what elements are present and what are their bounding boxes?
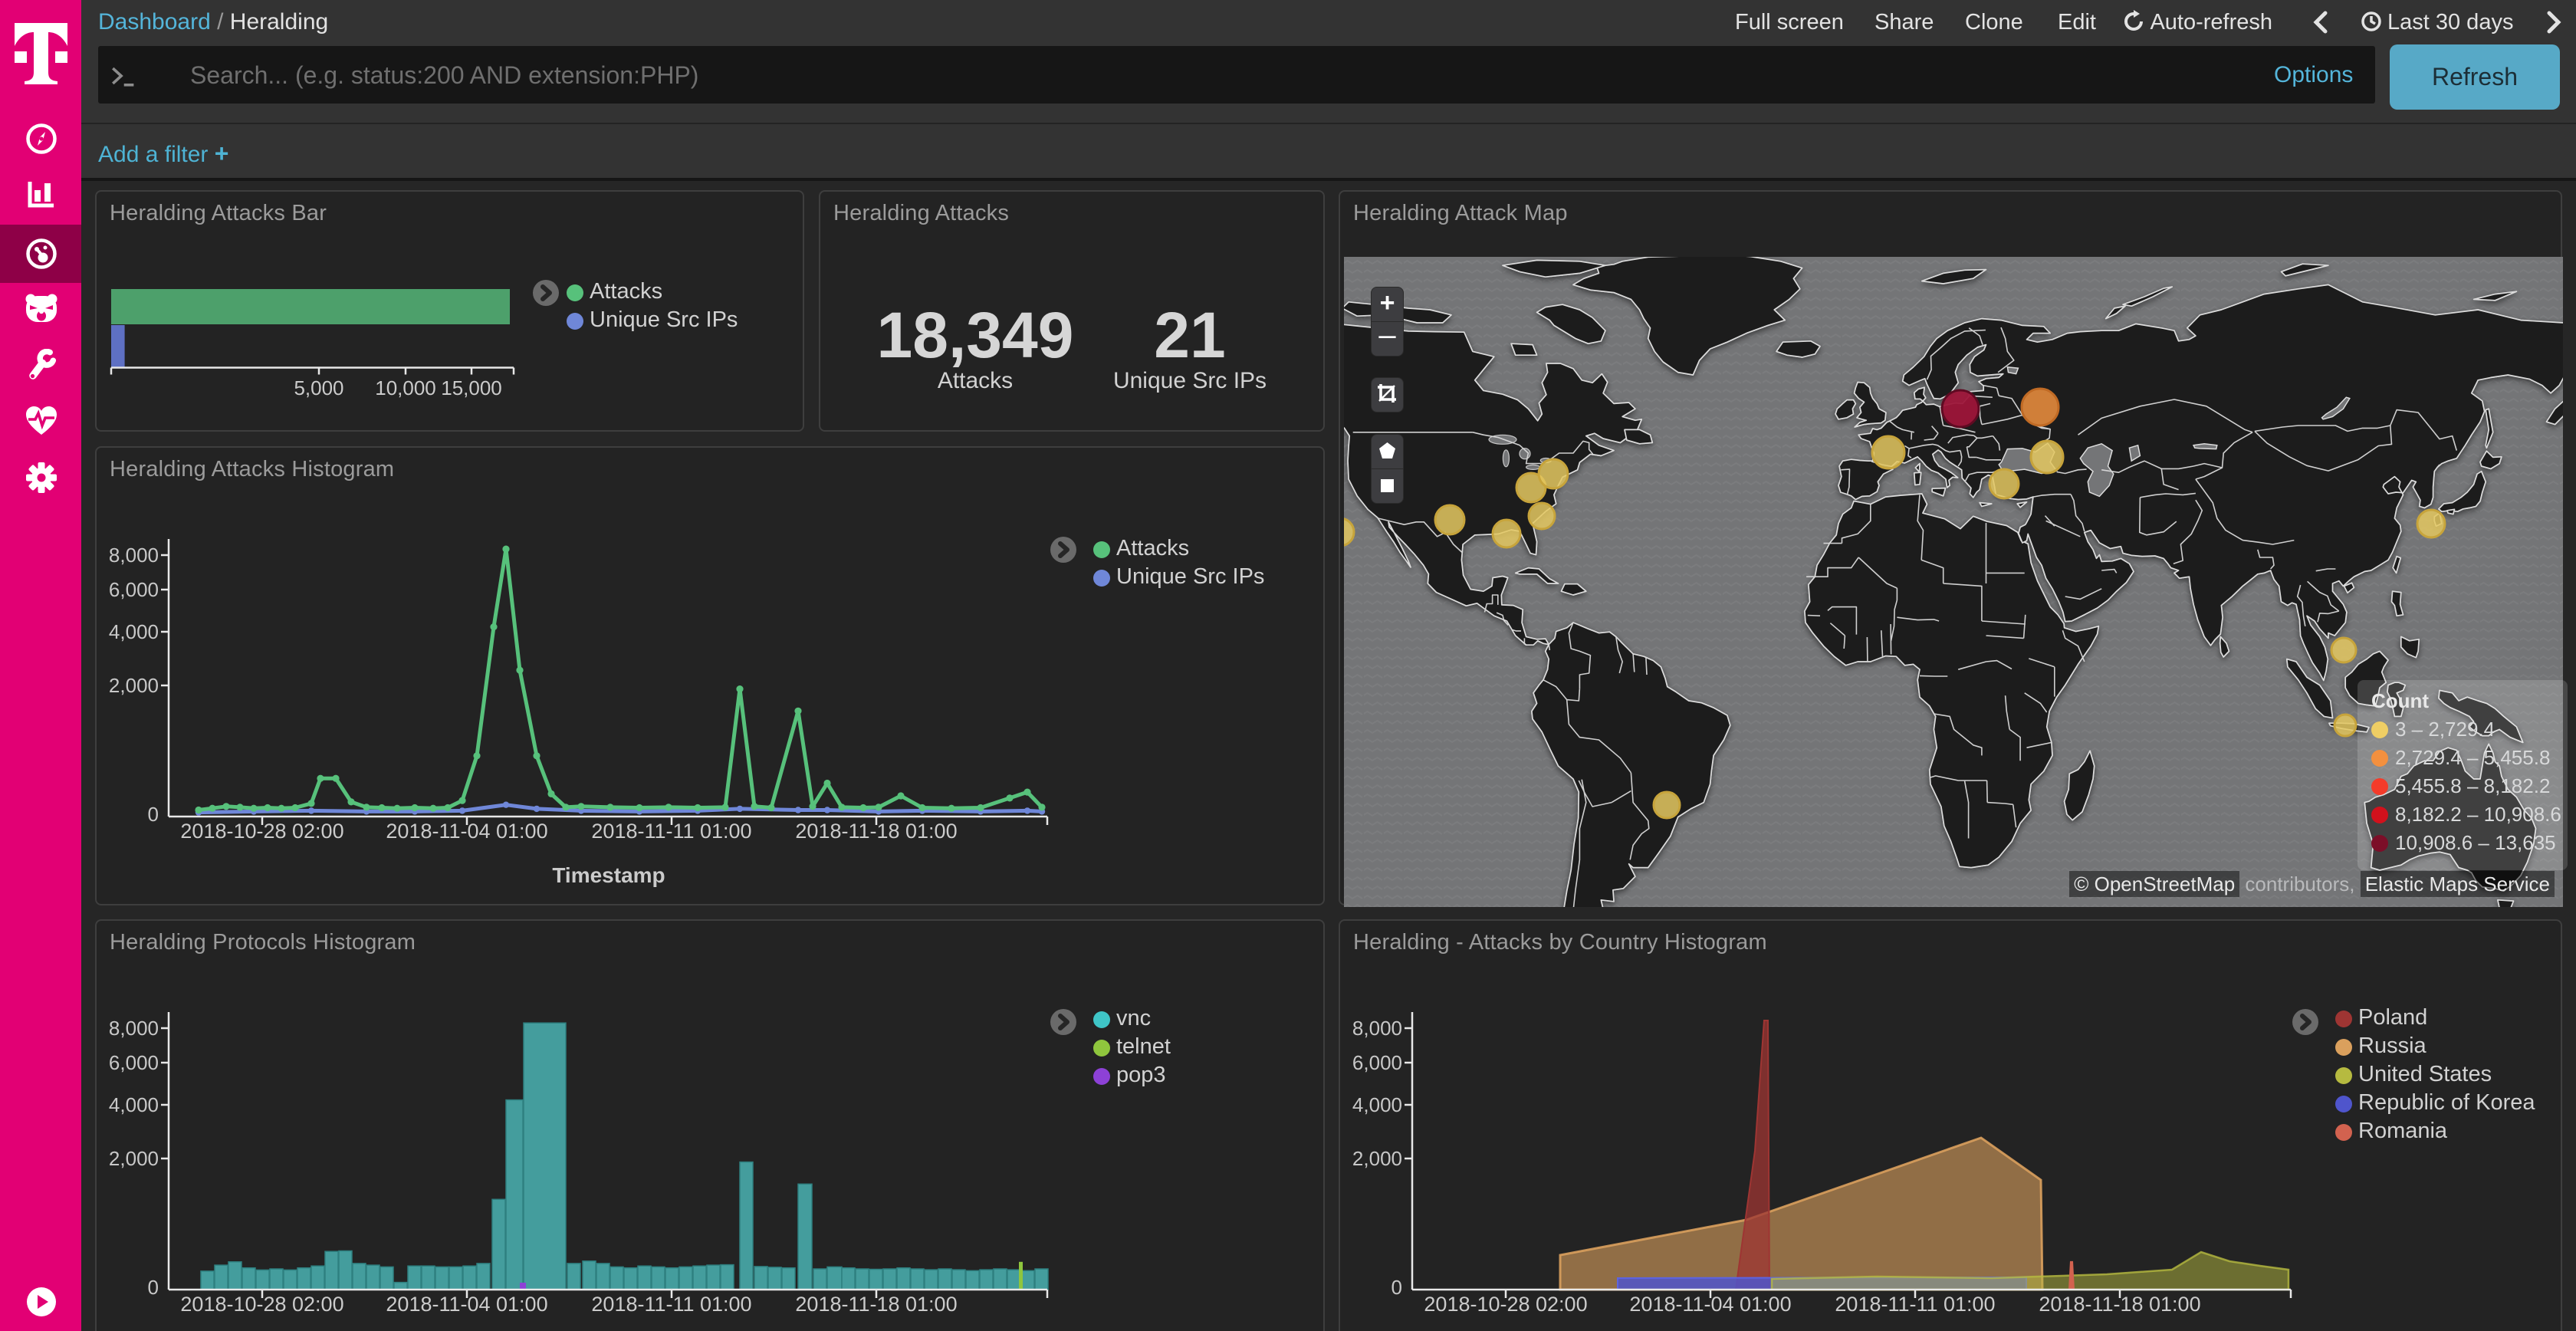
svg-text:0: 0 bbox=[148, 1276, 159, 1299]
svg-text:2,000: 2,000 bbox=[1352, 1147, 1402, 1170]
svg-text:Timestamp: Timestamp bbox=[1796, 1328, 1908, 1331]
svg-text:2018-11-04 01:00: 2018-11-04 01:00 bbox=[386, 820, 547, 843]
svg-text:5,000: 5,000 bbox=[294, 376, 343, 399]
svg-text:2018-10-28 02:00: 2018-10-28 02:00 bbox=[180, 820, 343, 843]
svg-text:2018-11-11 01:00: 2018-11-11 01:00 bbox=[1835, 1293, 1995, 1316]
svg-text:0: 0 bbox=[1392, 1276, 1402, 1299]
svg-text:2018-11-11 01:00: 2018-11-11 01:00 bbox=[591, 1293, 751, 1316]
svg-text:2018-11-18 01:00: 2018-11-18 01:00 bbox=[795, 1293, 957, 1316]
svg-text:8,000: 8,000 bbox=[109, 1017, 159, 1040]
svg-text:8,000: 8,000 bbox=[109, 544, 159, 567]
svg-text:4,000: 4,000 bbox=[1352, 1093, 1402, 1116]
svg-text:6,000: 6,000 bbox=[1352, 1051, 1402, 1074]
svg-text:10,000: 10,000 bbox=[375, 376, 436, 399]
svg-text:Timestamp: Timestamp bbox=[552, 1328, 665, 1331]
svg-text:2,000: 2,000 bbox=[109, 674, 159, 697]
svg-text:Timestamp: Timestamp bbox=[552, 863, 665, 887]
svg-text:4,000: 4,000 bbox=[109, 1093, 159, 1116]
svg-text:2018-11-18 01:00: 2018-11-18 01:00 bbox=[795, 820, 957, 843]
svg-text:6,000: 6,000 bbox=[109, 578, 159, 601]
svg-text:0: 0 bbox=[148, 803, 159, 826]
svg-text:2018-10-28 02:00: 2018-10-28 02:00 bbox=[180, 1293, 343, 1316]
svg-text:15,000: 15,000 bbox=[441, 376, 502, 399]
svg-text:6,000: 6,000 bbox=[109, 1051, 159, 1074]
svg-text:2018-11-04 01:00: 2018-11-04 01:00 bbox=[386, 1293, 547, 1316]
svg-text:4,000: 4,000 bbox=[109, 620, 159, 643]
svg-text:8,000: 8,000 bbox=[1352, 1017, 1402, 1040]
svg-text:2018-10-28 02:00: 2018-10-28 02:00 bbox=[1424, 1293, 1587, 1316]
svg-text:2018-11-18 01:00: 2018-11-18 01:00 bbox=[2039, 1293, 2200, 1316]
svg-text:2018-11-11 01:00: 2018-11-11 01:00 bbox=[591, 820, 751, 843]
svg-text:2,000: 2,000 bbox=[109, 1147, 159, 1170]
svg-text:2018-11-04 01:00: 2018-11-04 01:00 bbox=[1629, 1293, 1791, 1316]
